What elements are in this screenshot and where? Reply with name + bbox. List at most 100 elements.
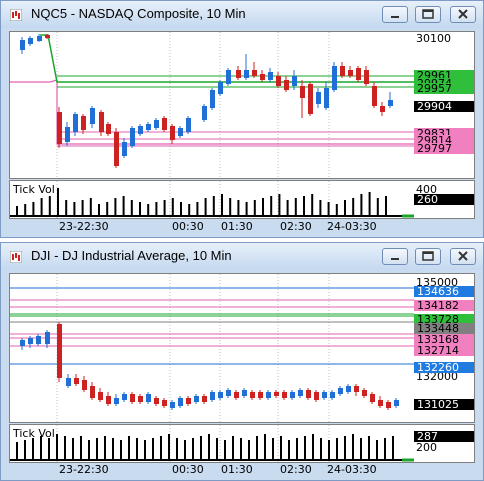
time-label: 01:30 bbox=[221, 463, 253, 476]
candle-body bbox=[162, 118, 167, 130]
volume-bar bbox=[224, 440, 226, 460]
time-label: 01:30 bbox=[221, 220, 253, 233]
time-label: 23-22:30 bbox=[59, 220, 109, 233]
time-label: 24-03:30 bbox=[327, 220, 377, 233]
candle-body bbox=[226, 390, 231, 396]
restore-icon bbox=[422, 9, 434, 19]
price-pane[interactable]: 135000 132000 134636 134182 133728 133448 13… bbox=[9, 273, 475, 423]
volume-bar bbox=[104, 436, 106, 460]
candle-body bbox=[194, 396, 199, 402]
candle-body bbox=[37, 36, 42, 41]
volume-pane[interactable]: Tick Vol 287 200 bbox=[9, 424, 475, 463]
volume-bar bbox=[304, 436, 306, 460]
candle-body bbox=[82, 380, 87, 390]
volume-pane[interactable]: Tick Vol 400 260 bbox=[9, 180, 475, 219]
candle-body bbox=[186, 118, 191, 132]
maximize-button[interactable] bbox=[415, 6, 441, 23]
volume-plot bbox=[10, 181, 414, 218]
volume-bar bbox=[368, 436, 370, 460]
candle-body bbox=[154, 120, 159, 128]
candle-body bbox=[146, 124, 151, 130]
window-titlebar[interactable]: NQC5 - NASDAQ Composite, 10 Min bbox=[1, 1, 483, 28]
time-label: 00:30 bbox=[172, 220, 204, 233]
candle-body bbox=[138, 396, 143, 402]
volume-bar bbox=[32, 202, 35, 216]
candle-body bbox=[298, 390, 303, 396]
candle-body bbox=[90, 108, 95, 124]
minimize-button[interactable] bbox=[382, 248, 408, 265]
minimize-button[interactable] bbox=[382, 6, 408, 23]
price-level-tag: 29961 bbox=[414, 70, 474, 81]
volume-bar bbox=[139, 202, 141, 216]
candle-body bbox=[130, 394, 135, 402]
price-axis: 30100 2996129974299572990429831298142979… bbox=[414, 32, 474, 178]
volume-title: Tick Vol bbox=[13, 183, 55, 196]
window-titlebar[interactable]: DJI - DJ Industrial Average, 10 Min bbox=[1, 243, 483, 270]
candle-body bbox=[380, 106, 385, 112]
candle-body bbox=[65, 127, 70, 142]
candle-body bbox=[57, 324, 62, 378]
chart-app-icon bbox=[10, 251, 22, 263]
volume-bar bbox=[57, 188, 59, 216]
candle-body bbox=[98, 392, 103, 400]
volume-bar bbox=[89, 198, 92, 216]
volume-title: Tick Vol bbox=[13, 427, 55, 440]
volume-bar bbox=[196, 202, 199, 216]
volume-bar bbox=[48, 196, 51, 216]
volume-bar bbox=[240, 438, 242, 460]
chart-app-icon bbox=[10, 9, 22, 21]
candle-body bbox=[330, 392, 335, 398]
candle-body bbox=[284, 80, 289, 90]
candle-body bbox=[378, 400, 383, 406]
price-level-tag: 29831 bbox=[414, 128, 474, 139]
candle-body bbox=[202, 396, 207, 402]
volume-bar bbox=[106, 202, 109, 216]
candle-body bbox=[106, 124, 111, 134]
volume-bar bbox=[229, 198, 232, 216]
volume-axis: 287 200 bbox=[414, 425, 474, 462]
volume-bar bbox=[278, 194, 281, 216]
volume-bar bbox=[245, 202, 248, 216]
candle-body bbox=[300, 86, 305, 98]
volume-bar bbox=[384, 438, 386, 460]
volume-bar bbox=[40, 436, 42, 460]
candle-body bbox=[340, 66, 345, 76]
window-title: DJI - DJ Industrial Average, 10 Min bbox=[31, 248, 232, 263]
price-axis-label: 30100 bbox=[416, 32, 451, 45]
volume-bar bbox=[344, 436, 346, 460]
candle-body bbox=[388, 100, 393, 106]
volume-bar bbox=[24, 204, 27, 216]
candle-body bbox=[45, 332, 50, 344]
volume-axis-top: 400 bbox=[416, 183, 437, 196]
candle-body bbox=[122, 142, 127, 156]
price-plot[interactable] bbox=[10, 32, 474, 178]
volume-bar bbox=[264, 434, 266, 460]
volume-bar bbox=[288, 440, 290, 460]
volume-bar bbox=[155, 202, 158, 216]
candle-body bbox=[178, 398, 183, 406]
candle-body bbox=[162, 400, 167, 406]
restore-icon bbox=[422, 251, 434, 261]
volume-bar bbox=[152, 438, 154, 460]
candle-body bbox=[114, 398, 119, 404]
minimize-icon bbox=[391, 258, 399, 260]
volume-bar bbox=[212, 196, 215, 216]
volume-bar bbox=[72, 438, 74, 460]
close-button[interactable] bbox=[450, 248, 476, 265]
candle-body bbox=[36, 336, 41, 344]
close-button[interactable] bbox=[450, 6, 476, 23]
candle-body bbox=[210, 90, 215, 108]
price-pane[interactable]: 30100 2996129974299572990429831298142979… bbox=[9, 31, 475, 179]
volume-axis: 400 260 bbox=[414, 181, 474, 218]
volume-bar bbox=[56, 434, 58, 460]
price-plot[interactable] bbox=[10, 274, 474, 422]
price-level-tag: 133448 bbox=[414, 323, 474, 334]
candle-body bbox=[170, 126, 175, 140]
volume-bar bbox=[286, 200, 289, 216]
volume-current-tag: 260 bbox=[414, 194, 474, 205]
candle-body bbox=[154, 398, 159, 404]
maximize-button[interactable] bbox=[415, 248, 441, 265]
candle-body bbox=[74, 378, 79, 384]
volume-bar bbox=[188, 204, 191, 216]
volume-bar bbox=[88, 440, 90, 460]
